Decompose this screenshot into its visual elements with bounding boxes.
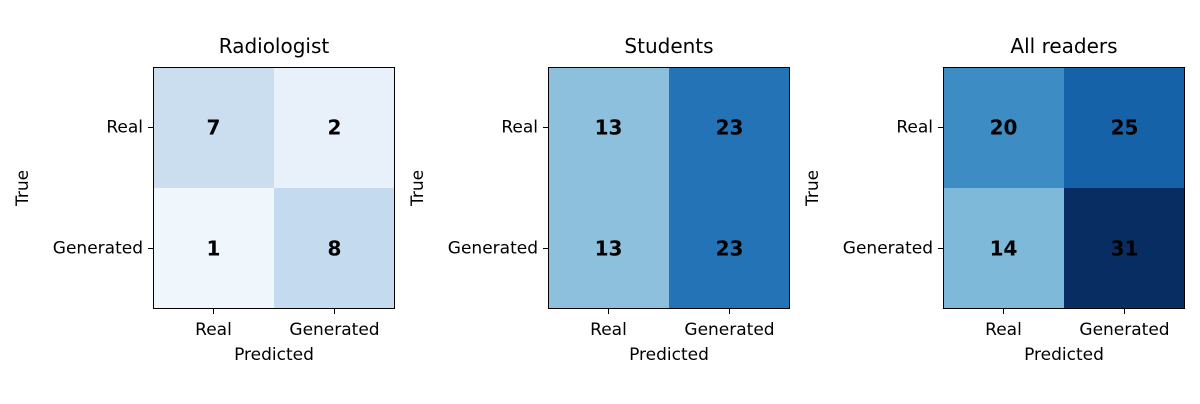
cell-value-label: 2 xyxy=(328,116,342,140)
y-axis-label: True xyxy=(13,170,33,207)
heatmap-cell xyxy=(153,67,274,188)
heatmap-cell xyxy=(548,188,669,309)
cell-value-label: 13 xyxy=(595,237,623,261)
matrix-frame xyxy=(153,67,395,309)
x-axis-label: Predicted xyxy=(1024,345,1104,365)
chart-title: Students xyxy=(624,34,713,58)
heatmap-cell xyxy=(548,67,669,188)
x-axis-label: Predicted xyxy=(234,345,314,365)
cell-value-label: 14 xyxy=(990,237,1018,261)
cell-value-label: 20 xyxy=(990,116,1018,140)
cell-value-label: 1 xyxy=(207,237,221,261)
heatmap-cell xyxy=(1064,67,1185,188)
y-tick-label: Generated xyxy=(53,239,143,259)
heatmap-cell xyxy=(669,67,790,188)
cell-value-label: 25 xyxy=(1111,116,1139,140)
y-tick-label: Generated xyxy=(448,239,538,259)
chart-title: Radiologist xyxy=(219,34,330,58)
heatmap-cell xyxy=(943,188,1064,309)
cell-value-label: 31 xyxy=(1111,237,1139,261)
heatmap-cell xyxy=(153,188,274,309)
cell-value-label: 13 xyxy=(595,116,623,140)
y-tick-label: Real xyxy=(106,118,143,138)
x-tick-label: Generated xyxy=(289,320,379,340)
cell-value-label: 7 xyxy=(207,116,221,140)
y-axis-label: True xyxy=(408,170,428,207)
y-tick-label: Generated xyxy=(843,239,933,259)
cell-value-label: 23 xyxy=(716,237,744,261)
cell-value-label: 8 xyxy=(328,237,342,261)
heatmap-cell xyxy=(1064,188,1185,309)
y-axis-label: True xyxy=(803,170,823,207)
x-tick-label: Real xyxy=(590,320,627,340)
x-tick-label: Real xyxy=(985,320,1022,340)
heatmap-cell xyxy=(274,67,395,188)
cell-value-label: 23 xyxy=(716,116,744,140)
x-tick-label: Generated xyxy=(684,320,774,340)
heatmap-cell xyxy=(943,67,1064,188)
matrix-frame xyxy=(943,67,1185,309)
chart-title: All readers xyxy=(1010,34,1117,58)
x-axis-label: Predicted xyxy=(629,345,709,365)
matrix-frame xyxy=(548,67,790,309)
x-tick-label: Real xyxy=(195,320,232,340)
heatmap-cell xyxy=(669,188,790,309)
x-tick-label: Generated xyxy=(1079,320,1169,340)
heatmap-cell xyxy=(274,188,395,309)
y-tick-label: Real xyxy=(896,118,933,138)
y-tick-label: Real xyxy=(501,118,538,138)
